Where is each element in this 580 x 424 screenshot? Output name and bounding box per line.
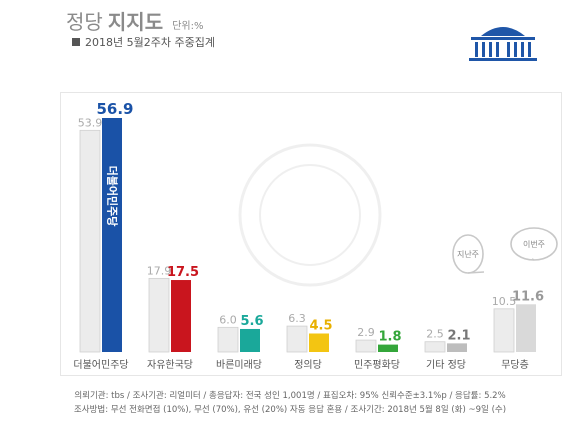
national-assembly-logo: [469, 27, 537, 61]
callout-label-1: 이번주: [523, 239, 545, 249]
bar-current-6: [516, 304, 536, 352]
value-label-previous-5: 2.5: [426, 328, 444, 341]
value-label-previous-1: 17.9: [147, 264, 172, 277]
value-label-current-2: 5.6: [240, 314, 263, 329]
value-label-current-1: 17.5: [167, 265, 199, 280]
x-tick-label-4: 민주평화당: [354, 359, 400, 371]
bar-inner-label: 더불어민주당: [106, 166, 120, 227]
callout-pointer-0: [467, 271, 485, 274]
bar-current-5: [447, 343, 467, 352]
subtitle-text: 2018년 5월2주차 주중집계: [85, 36, 215, 49]
value-label-previous-3: 6.3: [288, 312, 306, 325]
bar-previous-0: [79, 129, 101, 353]
unit-label: 단위:%: [172, 21, 204, 32]
footer-line-1: 의뢰기관: tbs / 조사기관: 리얼미터 / 총응답자: 전국 성인 1,0…: [74, 391, 506, 401]
chart-panel: [60, 92, 562, 376]
value-label-current-3: 4.5: [309, 318, 332, 333]
footer-line-2: 조사방법: 무선 전화면접 (10%), 무선 (70%), 유선 (20%) …: [73, 405, 507, 415]
survey-period-subtitle: 2018년 5월2주차 주중집계: [72, 34, 215, 50]
value-label-previous-2: 6.0: [219, 313, 237, 326]
value-label-previous-6: 10.5: [492, 295, 517, 308]
value-label-current-6: 11.6: [512, 289, 544, 304]
value-label-previous-0: 53.9: [78, 116, 103, 129]
bar-previous-6: [493, 308, 515, 353]
x-tick-label-5: 기타 정당: [426, 359, 466, 371]
value-label-previous-4: 2.9: [357, 326, 375, 339]
x-tick-label-6: 무당층: [501, 359, 529, 371]
watermark-seal: [238, 143, 382, 287]
x-tick-label-3: 정의당: [294, 359, 322, 371]
bar-previous-4: [355, 339, 377, 353]
chart-title: 정당 지지도 단위:%: [66, 6, 203, 35]
bar-current-1: [171, 280, 191, 352]
bar-previous-1: [148, 277, 170, 353]
x-tick-label-0: 더불어민주당: [73, 359, 128, 371]
bar-previous-2: [217, 326, 239, 353]
bar-previous-3: [286, 325, 308, 353]
bar-current-3: [309, 333, 329, 352]
bar-current-4: [378, 344, 398, 352]
callout-label-0: 지난주: [457, 250, 479, 259]
value-label-current-4: 1.8: [378, 330, 401, 345]
square-bullet-icon: [72, 38, 80, 46]
title-light: 정당: [66, 10, 103, 34]
x-tick-label-1: 자유한국당: [147, 359, 193, 371]
title-bold: 지지도: [107, 10, 164, 34]
bar-previous-5: [424, 341, 446, 353]
value-label-current-0: 56.9: [96, 100, 133, 118]
bar-current-2: [240, 328, 260, 352]
x-tick-label-2: 바른미래당: [216, 359, 262, 371]
callout-pointer-1: [531, 258, 535, 261]
value-label-current-5: 2.1: [447, 328, 470, 343]
bar-current-0: [102, 118, 122, 352]
